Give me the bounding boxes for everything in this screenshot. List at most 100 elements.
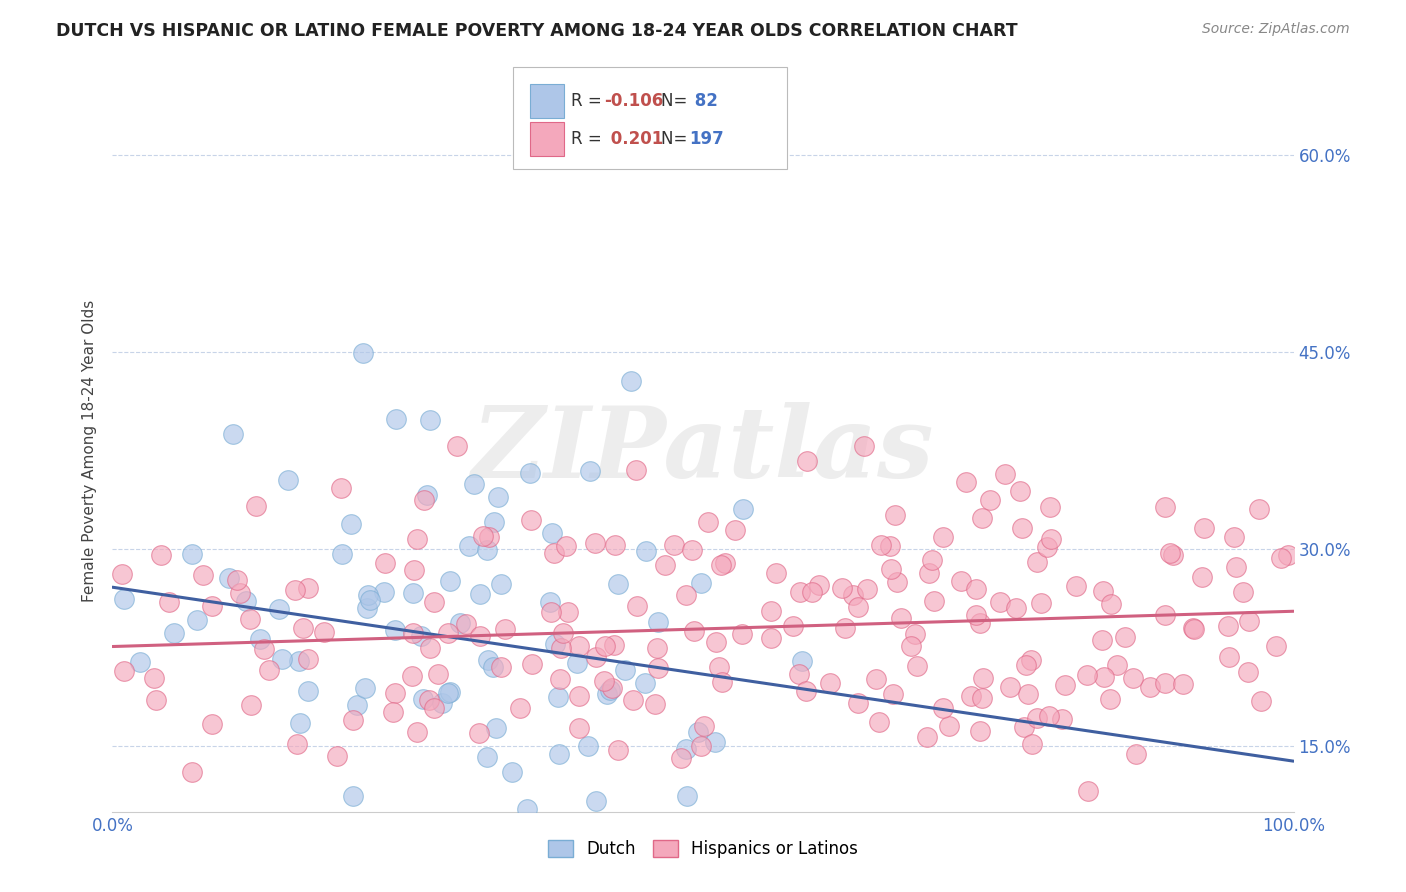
Text: 82: 82 — [689, 93, 718, 111]
Point — [1076, 668, 1098, 682]
Point — [437, 625, 460, 640]
Point — [1098, 691, 1121, 706]
Point — [931, 530, 953, 544]
Point — [180, 547, 202, 561]
Point — [382, 705, 405, 719]
Point — [1029, 596, 1052, 610]
Point — [1161, 549, 1184, 563]
Point — [384, 686, 406, 700]
Point — [842, 588, 865, 602]
Point — [759, 604, 782, 618]
Point — [1105, 658, 1128, 673]
Point — [468, 587, 491, 601]
Point — [149, 548, 172, 562]
Point — [955, 475, 977, 490]
Point — [950, 574, 973, 588]
Text: R =: R = — [571, 130, 607, 148]
Point — [449, 616, 471, 631]
Point — [605, 830, 627, 845]
Point — [918, 566, 941, 580]
Text: N=: N= — [661, 93, 692, 111]
Point — [576, 739, 599, 753]
Point — [419, 641, 441, 656]
Point — [1270, 551, 1292, 566]
Point — [285, 737, 308, 751]
Point — [463, 477, 485, 491]
Point — [972, 511, 994, 525]
Point — [623, 693, 645, 707]
Point — [1182, 622, 1205, 636]
Point — [972, 671, 994, 685]
Point — [634, 676, 657, 690]
Point — [1154, 608, 1177, 623]
Point — [253, 642, 276, 657]
Point — [439, 685, 461, 699]
Point — [520, 513, 543, 527]
Point — [703, 734, 725, 748]
Point — [683, 624, 706, 638]
Point — [468, 725, 491, 739]
Point — [292, 621, 315, 635]
Point — [603, 638, 626, 652]
Point — [1223, 530, 1246, 544]
Point — [690, 576, 713, 591]
Point — [820, 676, 842, 690]
Point — [856, 582, 879, 596]
Point — [218, 571, 240, 585]
Point — [352, 346, 374, 360]
Point — [959, 690, 981, 704]
Point — [853, 439, 876, 453]
Point — [520, 830, 543, 845]
Point — [543, 545, 565, 559]
Y-axis label: Female Poverty Among 18-24 Year Olds: Female Poverty Among 18-24 Year Olds — [82, 300, 97, 601]
Point — [1216, 619, 1239, 633]
Point — [550, 640, 572, 655]
Point — [458, 539, 481, 553]
Point — [411, 629, 433, 643]
Point — [707, 660, 730, 674]
Point — [520, 657, 543, 672]
Point — [201, 716, 224, 731]
Point — [481, 660, 503, 674]
Point — [330, 547, 353, 561]
Point — [724, 524, 747, 538]
Point — [932, 701, 955, 715]
Point — [412, 691, 434, 706]
Point — [583, 535, 606, 549]
Point — [419, 413, 441, 427]
Point — [401, 669, 423, 683]
Point — [249, 632, 271, 646]
Point — [471, 529, 494, 543]
Point — [1005, 601, 1028, 615]
Point — [412, 492, 434, 507]
Point — [969, 723, 991, 738]
Point — [1191, 570, 1213, 584]
Point — [163, 626, 186, 640]
Point — [693, 719, 716, 733]
Point — [647, 661, 669, 675]
Point — [1154, 500, 1177, 515]
Point — [988, 595, 1011, 609]
Point — [1159, 545, 1181, 559]
Point — [357, 588, 380, 602]
Point — [384, 623, 406, 637]
Point — [1026, 556, 1049, 570]
Point — [696, 515, 718, 529]
Point — [669, 750, 692, 764]
Point — [257, 663, 280, 677]
Point — [1225, 559, 1247, 574]
Point — [868, 715, 890, 730]
Point — [614, 663, 637, 677]
Point — [807, 578, 830, 592]
Point — [406, 532, 429, 546]
Point — [384, 411, 406, 425]
Point — [427, 667, 450, 681]
Point — [870, 538, 893, 552]
Point — [626, 599, 648, 613]
Point — [402, 625, 425, 640]
Point — [288, 653, 311, 667]
Point — [239, 698, 262, 712]
Point — [592, 673, 614, 688]
Point — [385, 830, 408, 845]
Point — [880, 562, 903, 576]
